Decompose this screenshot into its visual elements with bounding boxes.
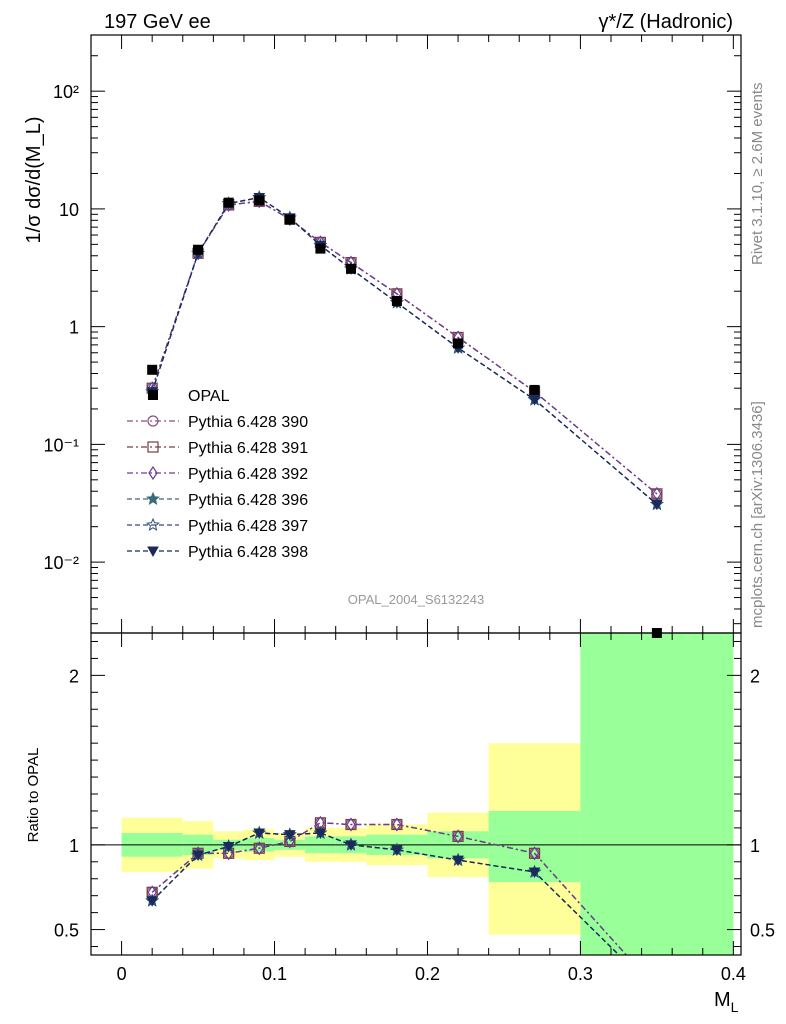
ratio-series-point [222, 842, 235, 853]
y-tick-label: 10 [59, 200, 79, 220]
main-series-6 [146, 192, 663, 511]
legend-label: Pythia 6.428 391 [188, 440, 308, 457]
legend-marker [146, 517, 160, 531]
ratio-series-point [392, 817, 402, 832]
header-left: 197 GeV ee [104, 11, 211, 33]
opal-data-point [193, 244, 204, 255]
header-right: γ*/Z (Hadronic) [599, 11, 733, 33]
x-tick-label: 0.3 [568, 964, 593, 984]
ratio-uncertainty-bands [121, 633, 734, 955]
x-tick-label: 0.2 [415, 964, 440, 984]
legend-marker [147, 441, 159, 453]
ratio-series-line [151, 822, 628, 955]
legend-marker [146, 491, 160, 505]
opal-data-point [223, 197, 234, 208]
ratio-ylabel: Ratio to OPAL [25, 748, 42, 843]
legend-marker [147, 546, 159, 558]
opal-data-point [529, 384, 540, 395]
legend: OPAL Pythia 6.428 390 Pythia 6.428 391 Pyth… [127, 388, 308, 561]
legend-label: Pythia 6.428 397 [188, 518, 308, 535]
rivet-label: Rivet 3.1.10, ≥ 2.6M events [749, 83, 766, 266]
ratio-series-point [254, 841, 264, 856]
ratio-series-point [453, 829, 463, 844]
ratio-y-tick-label-right: 1 [750, 836, 760, 856]
main-series-layer [145, 190, 664, 511]
ratio-y-tick-label-right: 0.5 [750, 921, 775, 941]
ratio-series-point [146, 896, 159, 907]
ratio-series-point [452, 855, 464, 867]
legend-opal-marker [148, 390, 158, 400]
opal-data-point [346, 263, 356, 274]
ratio-y-tick-label-right: 2 [750, 666, 760, 686]
ratio-series-point [529, 846, 540, 861]
main-series-line [151, 196, 658, 505]
opal-data-point [284, 214, 295, 225]
opal-data-point [453, 338, 464, 349]
ratio-band-inner [580, 633, 734, 955]
main-series-point [528, 395, 541, 406]
analysis-tag: OPAL_2004_S6132243 [348, 592, 484, 607]
ratio-series-point [253, 828, 266, 840]
ratio-y-tick-label: 0.5 [54, 921, 79, 941]
legend-label: Pythia 6.428 392 [188, 466, 308, 483]
ratio-series-point [345, 840, 357, 851]
y-tick-label: 10⁻² [43, 553, 79, 573]
ratio-series-point [192, 850, 204, 862]
y-tick-label: 10² [53, 82, 79, 102]
main-series-4 [145, 190, 664, 511]
main-series-point [651, 499, 663, 511]
ratio-series-point [391, 845, 403, 856]
x-tick-label: 0.4 [721, 964, 746, 984]
main-series-line [151, 196, 658, 505]
opal-data-point [254, 195, 265, 206]
legend-opal-label: OPAL [188, 388, 230, 405]
ratio-series-layer [145, 815, 628, 955]
main-series-line [151, 196, 658, 505]
main-series-5 [145, 190, 664, 511]
ratio-series-point [346, 817, 356, 832]
mcplots-label: mcplots.cern.ch [arXiv:1306.3436] [749, 401, 766, 628]
ratio-series-6 [146, 828, 620, 955]
opal-data-point [391, 296, 402, 307]
x-tick-label: 0.1 [262, 964, 287, 984]
ratio-series-point [314, 828, 327, 840]
axis-ticks: 0 0.1 0.2 0.3 0.4 10⁻² 10⁻¹ 1 10 10² 0.5 0.5 1 1 2 2 [43, 34, 775, 984]
ratio-series-point [528, 867, 541, 878]
legend-marker [148, 465, 158, 481]
main-ylabel: 1/σ dσ/d(M_L) [23, 117, 45, 244]
ratio-y-tick-label: 1 [69, 836, 79, 856]
legend-label: Pythia 6.428 398 [188, 544, 308, 561]
y-tick-label: 10⁻¹ [43, 435, 79, 455]
ratio-series-point [283, 830, 296, 841]
legend-label: Pythia 6.428 390 [188, 414, 308, 431]
opal-data-point [147, 364, 158, 375]
y-tick-label: 1 [69, 318, 79, 338]
ratio-y-tick-label: 2 [69, 666, 79, 686]
opal-data-point [315, 243, 326, 254]
legend-label: Pythia 6.428 396 [188, 492, 308, 509]
x-tick-label: 0 [117, 964, 127, 984]
legend-marker [147, 415, 159, 427]
ratio-xlabel: ML [714, 989, 739, 1015]
